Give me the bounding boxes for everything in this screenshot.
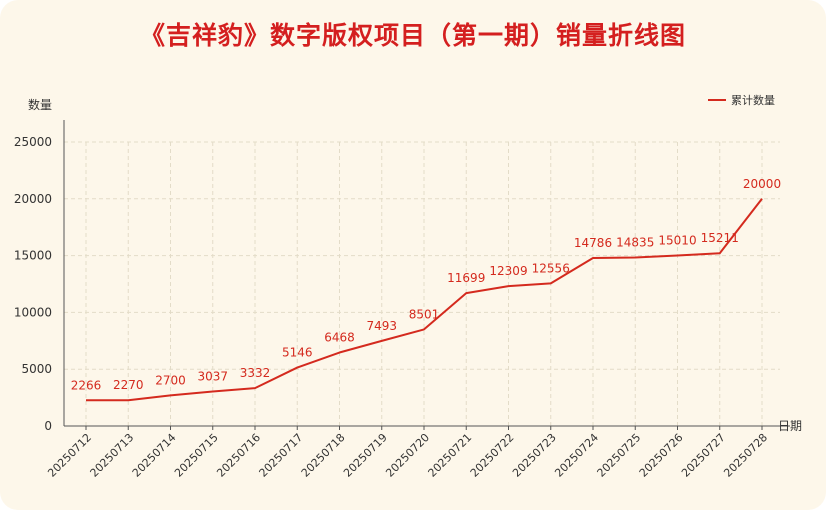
legend-label: 累计数量: [731, 94, 775, 107]
x-axis-label: 日期: [778, 419, 802, 433]
series-lines: [85, 198, 763, 402]
x-tick-label: 20250728: [721, 431, 770, 480]
chart-title: 《吉祥豹》数字版权项目（第一期）销量折线图: [139, 21, 686, 50]
data-label: 2700: [155, 373, 186, 387]
y-tick-label: 15000: [14, 249, 52, 263]
data-label: 15010: [658, 233, 696, 247]
x-tick-label: 20250721: [426, 431, 475, 480]
data-label: 2270: [113, 378, 144, 392]
data-label: 12309: [489, 264, 527, 278]
x-tick-label: 20250725: [595, 431, 644, 480]
x-tick-label: 20250724: [552, 431, 601, 480]
data-label: 14835: [616, 235, 654, 249]
data-label: 15211: [701, 231, 739, 245]
x-tick-label: 20250715: [172, 431, 221, 480]
y-tick-label: 20000: [14, 192, 52, 206]
data-label: 5146: [282, 346, 313, 360]
x-tick-label: 20250722: [468, 431, 517, 480]
grid-lines: [64, 141, 780, 426]
y-tick-label: 10000: [14, 305, 52, 319]
x-tick-label: 20250712: [45, 431, 94, 480]
data-label: 7493: [366, 319, 397, 333]
legend[interactable]: 累计数量: [708, 94, 775, 107]
axes: [63, 120, 790, 427]
y-axis-label: 数量: [28, 97, 52, 112]
x-tick-label: 20250726: [637, 431, 686, 480]
data-label: 2266: [71, 378, 102, 392]
data-labels: 2266 2270 2700 3037 3332 5146 6468 7493 8501 1169…: [71, 177, 781, 392]
x-tick-label: 20250716: [214, 431, 263, 480]
data-label: 6468: [324, 331, 355, 345]
series-line[interactable]: [85, 198, 763, 402]
data-label: 11699: [447, 271, 485, 285]
data-label: 14786: [574, 236, 612, 250]
x-tick-labels: 2025071220250713202507142025071520250716…: [45, 426, 770, 480]
x-tick-label: 20250714: [130, 431, 179, 480]
data-label: 20000: [743, 177, 781, 191]
data-label: 3037: [197, 369, 228, 383]
y-tick-label: 5000: [21, 362, 52, 376]
data-label: 3332: [240, 366, 271, 380]
x-tick-label: 20250713: [88, 431, 137, 480]
x-tick-label: 20250727: [679, 431, 728, 480]
x-tick-label: 20250719: [341, 431, 390, 480]
y-tick-label: 0: [44, 419, 52, 433]
x-tick-label: 20250720: [383, 431, 432, 480]
y-tick-labels: 0 5000 10000 15000 20000 25000: [14, 135, 52, 433]
x-tick-label: 20250717: [257, 431, 306, 480]
y-tick-label: 25000: [14, 135, 52, 149]
x-tick-label: 20250718: [299, 431, 348, 480]
data-label: 8501: [409, 307, 440, 321]
data-label: 12556: [532, 261, 570, 275]
x-tick-label: 20250723: [510, 431, 559, 480]
